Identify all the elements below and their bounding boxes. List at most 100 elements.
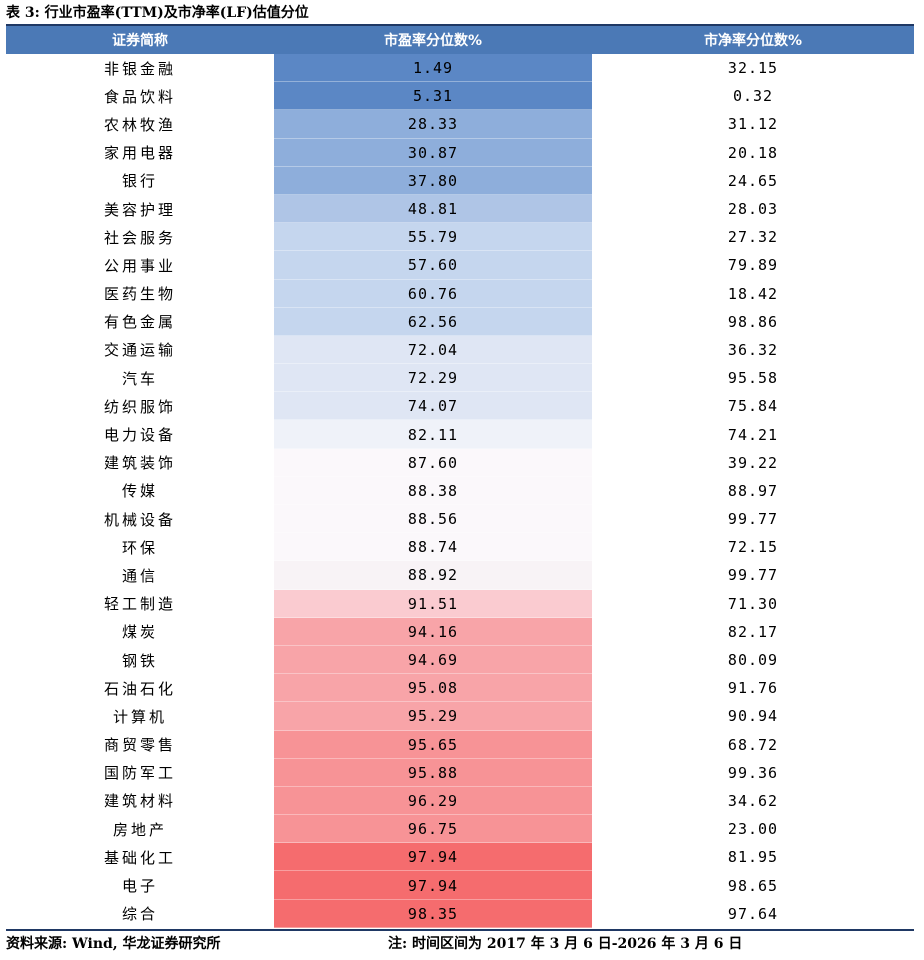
- header-pb-percentile: 市净率分位数%: [592, 26, 914, 54]
- pe-percentile-cell: 88.74: [274, 533, 592, 562]
- industry-name-cell: 机械设备: [103, 510, 176, 529]
- pb-percentile-cell: 79.89: [727, 256, 779, 275]
- pe-percentile-cell: 95.88: [274, 758, 592, 787]
- industry-name-cell: 综合: [121, 905, 158, 924]
- table-row: 房地产 96.75 23.00: [6, 815, 914, 844]
- pe-percentile-cell: 48.81: [274, 194, 592, 224]
- pb-percentile-cell: 24.65: [727, 171, 779, 190]
- industry-name-cell: 煤炭: [121, 623, 158, 642]
- table-row: 非银金融 1.49 32.15: [6, 54, 914, 83]
- industry-name-cell: 石油石化: [103, 679, 176, 698]
- table-row: 计算机 95.29 90.94: [6, 702, 914, 731]
- industry-name-cell: 基础化工: [103, 848, 176, 867]
- bottom-rule: [6, 929, 914, 931]
- industry-name-cell: 传媒: [121, 482, 158, 501]
- header-security-name: 证券简称: [6, 26, 274, 54]
- pb-percentile-cell: 23.00: [727, 820, 779, 839]
- pb-percentile-cell: 31.12: [727, 115, 779, 134]
- table-row: 国防军工 95.88 99.36: [6, 758, 914, 787]
- pe-percentile-cell: 60.76: [274, 279, 592, 308]
- pe-percentile-cell: 72.29: [274, 364, 592, 393]
- industry-name-cell: 计算机: [112, 707, 167, 726]
- table-row: 基础化工 97.94 81.95: [6, 843, 914, 872]
- pe-percentile-cell: 82.11: [274, 420, 592, 449]
- pe-percentile-cell: 95.08: [274, 674, 592, 703]
- header-row: 证券简称 市盈率分位数% 市净率分位数%: [6, 26, 914, 54]
- pb-percentile-cell: 68.72: [727, 735, 779, 754]
- pe-percentile-cell: 57.60: [274, 251, 592, 280]
- pe-percentile-cell: 37.80: [274, 166, 592, 195]
- table-row: 电子 97.94 98.65: [6, 871, 914, 900]
- table-row: 钢铁 94.69 80.09: [6, 645, 914, 675]
- pe-percentile-cell: 95.65: [274, 730, 592, 759]
- industry-name-cell: 通信: [121, 566, 158, 585]
- pb-percentile-cell: 32.15: [727, 59, 779, 78]
- pe-percentile-cell: 5.31: [274, 82, 592, 111]
- pb-percentile-cell: 98.65: [727, 876, 779, 895]
- pb-percentile-cell: 39.22: [727, 453, 779, 472]
- pe-percentile-cell: 88.56: [274, 505, 592, 534]
- table-row: 社会服务 55.79 27.32: [6, 223, 914, 252]
- table-row: 轻工制造 91.51 71.30: [6, 589, 914, 618]
- pb-percentile-cell: 0.32: [732, 87, 774, 106]
- valuation-table: 证券简称 市盈率分位数% 市净率分位数% 非银金融 1.49 32.15 食品饮料 5.…: [6, 26, 914, 928]
- source-note: 资料来源: Wind, 华龙证券研究所: [6, 936, 221, 952]
- pb-percentile-cell: 75.84: [727, 397, 779, 416]
- pe-percentile-cell: 72.04: [274, 335, 592, 365]
- pb-percentile-cell: 98.86: [727, 312, 779, 331]
- industry-name-cell: 交通运输: [103, 341, 176, 360]
- industry-name-cell: 医药生物: [103, 285, 176, 304]
- pe-percentile-cell: 87.60: [274, 448, 592, 477]
- pe-percentile-cell: 88.38: [274, 476, 592, 505]
- pe-percentile-cell: 55.79: [274, 223, 592, 252]
- pe-percentile-cell: 74.07: [274, 392, 592, 421]
- pb-percentile-cell: 20.18: [727, 143, 779, 162]
- table-row: 食品饮料 5.31 0.32: [6, 82, 914, 111]
- pb-percentile-cell: 97.64: [727, 904, 779, 923]
- pb-percentile-cell: 28.03: [727, 200, 779, 219]
- pe-percentile-cell: 96.75: [274, 815, 592, 844]
- pb-percentile-cell: 27.32: [727, 228, 779, 247]
- pe-percentile-cell: 94.16: [274, 617, 592, 646]
- table-row: 银行 37.80 24.65: [6, 166, 914, 195]
- table-row: 建筑装饰 87.60 39.22: [6, 448, 914, 477]
- pb-percentile-cell: 82.17: [727, 622, 779, 641]
- industry-name-cell: 农林牧渔: [103, 115, 176, 134]
- table-row: 电力设备 82.11 74.21: [6, 420, 914, 449]
- pe-percentile-cell: 96.29: [274, 786, 592, 816]
- table-row: 农林牧渔 28.33 31.12: [6, 110, 914, 139]
- pb-percentile-cell: 99.77: [727, 510, 779, 529]
- table-row: 通信 88.92 99.77: [6, 561, 914, 590]
- table-row: 环保 88.74 72.15: [6, 533, 914, 562]
- pe-percentile-cell: 62.56: [274, 307, 592, 336]
- table-row: 石油石化 95.08 91.76: [6, 674, 914, 703]
- industry-name-cell: 家用电器: [103, 144, 176, 163]
- industry-name-cell: 社会服务: [103, 228, 176, 247]
- table-row: 医药生物 60.76 18.42: [6, 279, 914, 308]
- industry-name-cell: 公用事业: [103, 256, 176, 275]
- industry-name-cell: 电力设备: [103, 426, 176, 445]
- header-pe-percentile: 市盈率分位数%: [274, 26, 592, 54]
- table-row: 纺织服饰 74.07 75.84: [6, 392, 914, 421]
- pe-percentile-cell: 98.35: [274, 899, 592, 928]
- table-row: 美容护理 48.81 28.03: [6, 194, 914, 224]
- industry-name-cell: 银行: [121, 172, 158, 191]
- pb-percentile-cell: 34.62: [727, 791, 779, 810]
- pb-percentile-cell: 36.32: [727, 340, 779, 359]
- table-body: 非银金融 1.49 32.15 食品饮料 5.31 0.32 农林牧渔 28.33 31.12 家…: [6, 54, 914, 928]
- pb-percentile-cell: 91.76: [727, 679, 779, 698]
- pe-percentile-cell: 1.49: [274, 54, 592, 83]
- pe-percentile-cell: 97.94: [274, 871, 592, 900]
- pb-percentile-cell: 99.36: [727, 763, 779, 782]
- industry-name-cell: 纺织服饰: [103, 397, 176, 416]
- table-row: 交通运输 72.04 36.32: [6, 335, 914, 365]
- industry-name-cell: 电子: [121, 877, 158, 896]
- table-row: 煤炭 94.16 82.17: [6, 617, 914, 646]
- pb-percentile-cell: 74.21: [727, 425, 779, 444]
- table-row: 汽车 72.29 95.58: [6, 364, 914, 393]
- table-row: 公用事业 57.60 79.89: [6, 251, 914, 280]
- table-row: 建筑材料 96.29 34.62: [6, 786, 914, 816]
- table-row: 家用电器 30.87 20.18: [6, 138, 914, 167]
- pb-percentile-cell: 81.95: [727, 848, 779, 867]
- table-row: 传媒 88.38 88.97: [6, 476, 914, 505]
